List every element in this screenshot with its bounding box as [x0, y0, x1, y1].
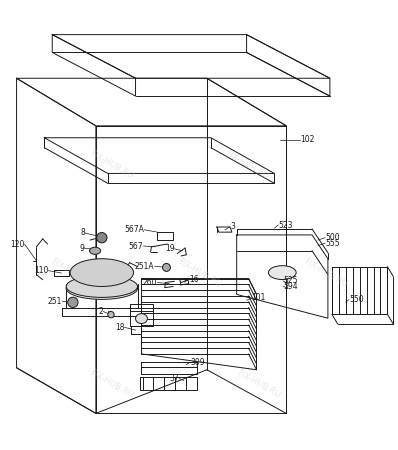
- Text: 18: 18: [115, 323, 125, 332]
- Text: 523: 523: [278, 220, 293, 230]
- Text: 102: 102: [300, 135, 314, 144]
- Text: 16: 16: [189, 275, 199, 284]
- Text: 101: 101: [252, 293, 266, 302]
- Text: 19: 19: [165, 244, 174, 253]
- Text: FIX-HUB.RU: FIX-HUB.RU: [235, 368, 282, 400]
- Ellipse shape: [268, 266, 296, 279]
- Text: 594: 594: [283, 282, 298, 291]
- Text: 2: 2: [98, 307, 103, 316]
- Circle shape: [162, 263, 170, 271]
- Text: 555: 555: [325, 239, 340, 248]
- Text: 525: 525: [283, 276, 298, 285]
- Text: 567A: 567A: [125, 225, 144, 234]
- Text: 120: 120: [10, 239, 25, 248]
- Ellipse shape: [66, 278, 138, 299]
- Text: 251A: 251A: [135, 262, 154, 271]
- Text: 309: 309: [190, 358, 205, 367]
- Text: FIX-HUB.RU: FIX-HUB.RU: [223, 149, 270, 182]
- Circle shape: [97, 233, 107, 243]
- Text: 8: 8: [80, 229, 85, 238]
- Text: 9: 9: [79, 243, 84, 252]
- Text: 251: 251: [48, 297, 62, 306]
- Text: 567: 567: [129, 242, 143, 251]
- Text: FIX-HUB.RU: FIX-HUB.RU: [176, 256, 222, 289]
- Ellipse shape: [136, 314, 147, 324]
- Text: FIX-HUB.RU: FIX-HUB.RU: [88, 368, 135, 400]
- Text: FIX-HUB.RU: FIX-HUB.RU: [88, 149, 135, 182]
- Text: 500: 500: [325, 233, 340, 242]
- Circle shape: [108, 311, 114, 318]
- Text: 550: 550: [349, 295, 363, 304]
- Text: 260: 260: [143, 278, 157, 287]
- Ellipse shape: [66, 275, 138, 297]
- Text: 3: 3: [230, 222, 235, 231]
- Ellipse shape: [90, 247, 101, 254]
- Ellipse shape: [70, 259, 134, 287]
- Text: 37: 37: [170, 374, 179, 383]
- Text: FIX-HUB.RU: FIX-HUB.RU: [302, 256, 349, 289]
- Circle shape: [68, 297, 78, 307]
- Text: 110: 110: [34, 266, 48, 275]
- Text: FIX-HUB.RU: FIX-HUB.RU: [49, 256, 96, 289]
